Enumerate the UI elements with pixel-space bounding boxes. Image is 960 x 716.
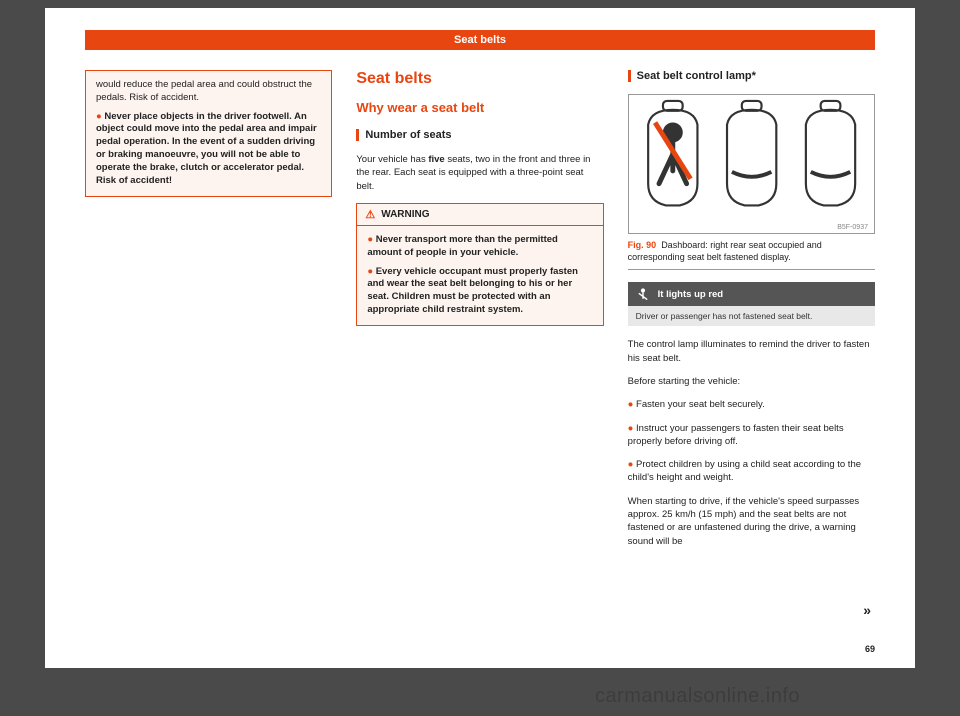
warning-bullet: ● Never place objects in the driver foot… [96,111,321,188]
page-number: 69 [865,644,875,654]
figure-number: Fig. 90 [628,240,657,250]
continuation-mark: » [863,602,871,618]
subsection-heading: Number of seats [356,129,603,141]
chapter-heading: Seat belts [356,70,603,88]
column-1: would reduce the pedal area and could ob… [85,70,332,558]
figure-box: B5F-0937 [628,94,875,234]
warning-bullet: ● Never transport more than the permitte… [367,234,592,260]
manual-page: Seat belts would reduce the pedal area a… [45,8,915,668]
warning-box-continued: would reduce the pedal area and could ob… [85,70,332,197]
indicator-bar: It lights up red [628,282,875,306]
body-paragraph: Before starting the vehicle: [628,375,875,388]
column-3: Seat belt control lamp* [628,70,875,558]
column-2: Seat belts Why wear a seat belt Number o… [356,70,603,558]
seatbelt-warning-icon [636,287,650,301]
header-band: Seat belts [85,30,875,50]
body-bullet: ● Protect children by using a child seat… [628,458,875,485]
figure-code: B5F-0937 [835,224,870,231]
watermark: carmanualsonline.info [595,685,800,708]
body-bullet: ● Fasten your seat belt securely. [628,398,875,411]
figure-caption: Fig. 90 Dashboard: right rear seat occup… [628,240,875,270]
subsection-heading: Seat belt control lamp* [628,70,875,82]
body-paragraph: When starting to drive, if the vehicle's… [628,495,875,548]
bullet-icon: ● [628,459,634,470]
content-columns: would reduce the pedal area and could ob… [85,70,875,558]
section-heading: Why wear a seat belt [356,100,603,115]
bullet-icon: ● [628,399,634,410]
warning-text: would reduce the pedal area and could ob… [96,79,321,105]
warning-bullet: ● Every vehicle occupant must properly f… [367,266,592,317]
indicator-title: It lights up red [658,289,723,300]
body-paragraph: Your vehicle has five seats, two in the … [356,153,603,193]
warning-label: WARNING [381,209,429,220]
bullet-icon: ● [367,234,373,245]
body-paragraph: The control lamp illuminates to remind t… [628,338,875,365]
bullet-icon: ● [628,423,634,434]
header-title: Seat belts [85,30,875,50]
indicator-description: Driver or passenger has not fastened sea… [628,306,875,326]
bullet-icon: ● [96,111,102,122]
bullet-icon: ● [367,266,373,277]
seatbelt-diagram [629,95,874,233]
warning-box: ● Never transport more than the permitte… [356,226,603,326]
warning-header: ⚠ WARNING [356,203,603,226]
warning-triangle-icon: ⚠ [365,208,375,221]
body-bullet: ● Instruct your passengers to fasten the… [628,422,875,449]
